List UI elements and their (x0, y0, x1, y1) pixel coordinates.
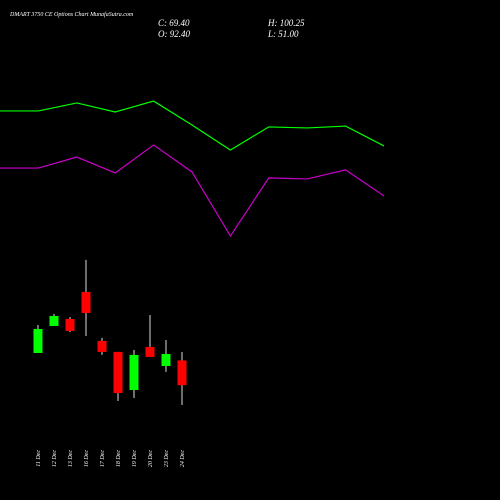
candle-body (81, 291, 91, 313)
x-tick-label: 19 Dec (132, 450, 138, 467)
candle-body (97, 340, 107, 352)
x-tick-label: 20 Dec (148, 450, 154, 467)
candle-body (129, 354, 139, 391)
high-label: H: 100.25 (267, 18, 305, 28)
x-tick-label: 18 Dec (116, 450, 122, 467)
x-tick-label: 11 Dec (36, 450, 42, 467)
candle-body (113, 351, 123, 394)
candle-body (49, 315, 59, 326)
x-tick-label: 16 Dec (84, 450, 90, 467)
indicator-line (0, 144, 385, 238)
open-label: O: 92.40 (158, 29, 190, 39)
x-tick-label: 12 Dec (52, 450, 58, 467)
indicator-line (0, 100, 385, 151)
close-label: C: 69.40 (158, 18, 190, 28)
low-label: L: 51.00 (267, 29, 299, 39)
x-tick-label: 13 Dec (68, 450, 74, 467)
chart-title: DMART 3750 CE Options Chart MunafaSutra.… (9, 11, 134, 18)
candle-body (145, 346, 155, 357)
x-tick-label: 17 Dec (100, 450, 106, 467)
candle-body (177, 360, 187, 386)
x-tick-label: 23 Dec (164, 450, 170, 467)
candle-body (33, 328, 43, 353)
x-tick-label: 24 Dec (179, 450, 186, 467)
candle-body (65, 318, 75, 331)
candle-body (161, 353, 171, 367)
